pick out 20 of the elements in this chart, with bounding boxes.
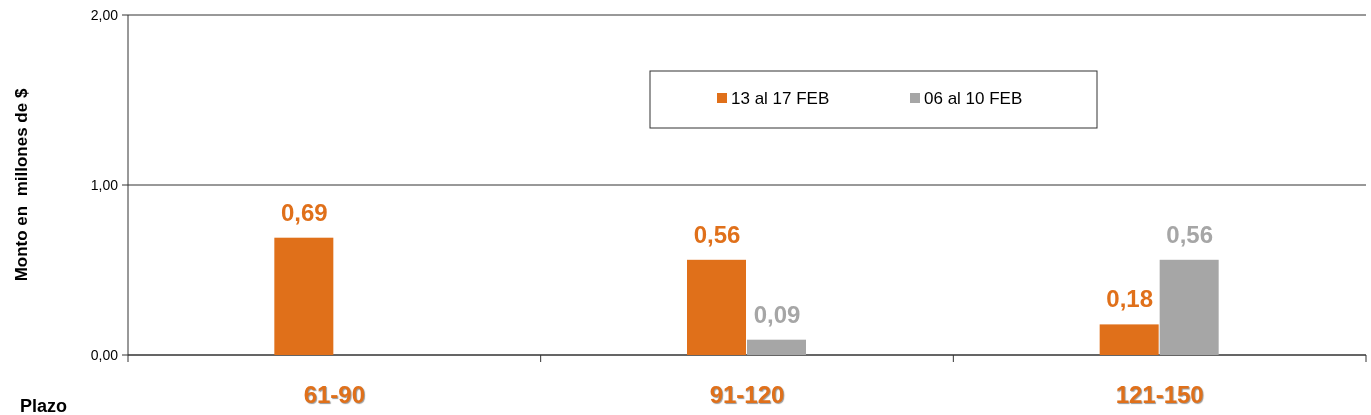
legend-label: 06 al 10 FEB (924, 89, 1023, 108)
bar (1159, 259, 1219, 355)
data-label: 0,56 (1166, 220, 1214, 248)
y-tick-label: 0,00 (90, 347, 119, 363)
y-axis-title: Monto en millones de $ (12, 88, 31, 282)
x-tick-label: 61-90 (303, 381, 366, 408)
y-tick-label: 2,00 (90, 7, 119, 23)
x-tick-label: 91-120 (709, 381, 785, 408)
bar (687, 259, 746, 355)
data-label: 0,69 (280, 198, 328, 226)
x-axis-title: Plazo (20, 396, 68, 415)
x-tick-label: 121-150 (1115, 381, 1204, 408)
bar (1099, 324, 1159, 355)
legend-label: 13 al 17 FEB (731, 89, 830, 108)
bar (274, 237, 334, 355)
data-label: 0,09 (753, 300, 801, 328)
data-label: 0,18 (1106, 285, 1154, 313)
bar (747, 339, 806, 355)
y-tick-label: 1,00 (90, 177, 119, 193)
data-label: 0,56 (693, 220, 741, 248)
